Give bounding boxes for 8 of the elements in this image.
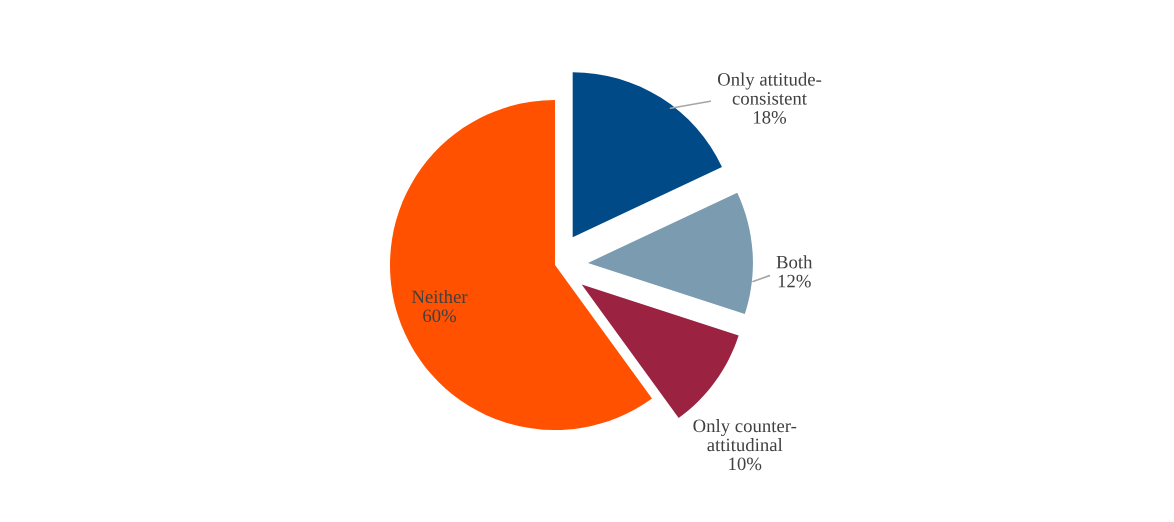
- slice-label: Only counter- attitudinal: [693, 419, 797, 452]
- data-label: 10%: [729, 457, 762, 471]
- data-label: 60%: [423, 309, 457, 323]
- data-label: 18%: [753, 111, 787, 124]
- slice-label: Only attitude- consistent: [717, 72, 822, 105]
- data-label: 12%: [778, 274, 811, 288]
- slice-label: Neither: [411, 289, 468, 304]
- slice-label: Both: [776, 255, 813, 269]
